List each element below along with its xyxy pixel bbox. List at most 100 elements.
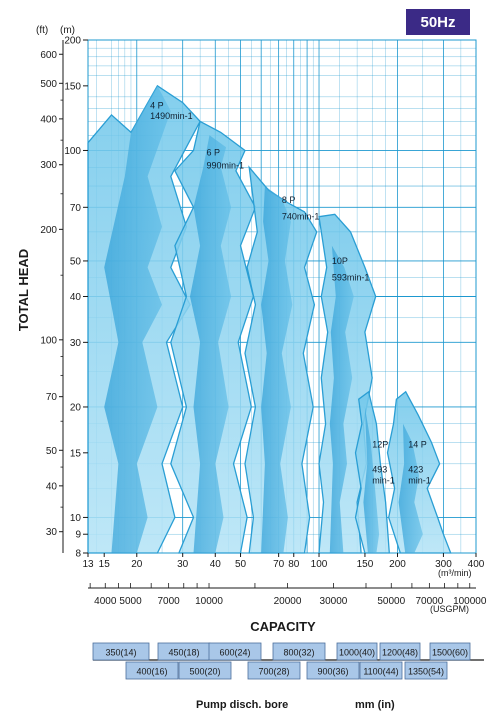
bore-box xyxy=(125,661,179,680)
x-tick-label-m3: 80 xyxy=(288,559,300,570)
y-tick-label-ft: 40 xyxy=(46,481,58,492)
x-tick-label-m3: 40 xyxy=(210,559,222,570)
y-tick-label-m: 40 xyxy=(70,292,82,303)
x-unit-m3min: (m³/min) xyxy=(438,568,472,578)
y-tick-label-m: 200 xyxy=(64,36,81,47)
y-tick-label-ft: 70 xyxy=(46,392,58,403)
bore-box xyxy=(336,642,378,661)
bore-box xyxy=(272,642,326,661)
y-tick-label-m: 70 xyxy=(70,203,82,214)
y-tick-label-m: 20 xyxy=(70,402,82,413)
x-tick-label-m3: 200 xyxy=(389,559,406,570)
region-inner-1 xyxy=(104,85,171,554)
x-tick-label-usgpm: 50000 xyxy=(377,596,405,607)
bore-label: 1350(54) xyxy=(408,667,444,677)
bore-box xyxy=(404,661,448,680)
x-tick-label-usgpm: 10000 xyxy=(195,596,223,607)
x-tick-label-m3: 100 xyxy=(311,559,328,570)
y-tick-label-ft: 100 xyxy=(40,335,57,346)
region-inner-6 xyxy=(398,423,423,553)
bore-box xyxy=(306,661,360,680)
x-tick-label-usgpm: 70000 xyxy=(415,596,443,607)
bore-box xyxy=(208,642,262,661)
series-speed-label: 990min-1 xyxy=(206,160,244,170)
y-tick-label-ft: 200 xyxy=(40,225,57,236)
y-tick-label-m: 9 xyxy=(75,530,81,541)
bore-label: 900(36) xyxy=(317,667,348,677)
series-speed-label: 423 xyxy=(408,465,423,475)
bore-label: 1100(44) xyxy=(363,667,398,677)
region-inner-2 xyxy=(190,135,232,554)
x-tick-label-usgpm: 5000 xyxy=(119,596,142,607)
series-name-label: 10P xyxy=(332,256,348,266)
x-tick-label-m3: 20 xyxy=(131,559,143,570)
series-name-label: 12P xyxy=(372,440,388,450)
x-axis-title: CAPACITY xyxy=(250,619,316,634)
y-tick-label-m: 10 xyxy=(70,513,82,524)
y-tick-label-ft: 300 xyxy=(40,160,57,171)
series-speed-label: min-1 xyxy=(372,476,395,486)
x-tick-label-usgpm: 30000 xyxy=(320,596,348,607)
y-tick-label-m: 30 xyxy=(70,338,82,349)
bore-box xyxy=(429,642,471,661)
y-tick-label-ft: 50 xyxy=(46,446,58,457)
x-tick-label-m3: 150 xyxy=(357,559,374,570)
x-tick-label-m3: 70 xyxy=(273,559,285,570)
series-speed-label: min-1 xyxy=(408,476,431,486)
bore-box xyxy=(359,661,403,680)
bore-label: 600(24) xyxy=(219,648,250,658)
bore-caption: Pump disch. bore xyxy=(196,699,288,711)
y-tick-label-m: 100 xyxy=(64,146,81,157)
series-speed-label: 493 xyxy=(372,465,387,475)
bore-box xyxy=(379,642,421,661)
series-speed-label: 740min-1 xyxy=(282,212,320,222)
y-tick-label-ft: 600 xyxy=(40,50,57,61)
y-tick-label-ft: 500 xyxy=(40,79,57,90)
x-tick-label-m3: 300 xyxy=(435,559,452,570)
y-tick-label-ft: 400 xyxy=(40,114,57,125)
axis-layer: 200 150 100 70 50 40 30 20 15 10 9 8 600 500 400 300 200… xyxy=(40,36,487,608)
bore-box xyxy=(178,661,232,680)
series-name-label: 4 P xyxy=(150,101,164,111)
bore-label: 700(28) xyxy=(258,667,289,677)
x-tick-label-usgpm: 20000 xyxy=(274,596,302,607)
region-inner-5 xyxy=(363,407,380,553)
x-tick-label-m3: 15 xyxy=(99,559,111,570)
series-speed-label: 593min-1 xyxy=(332,273,370,283)
bore-box xyxy=(247,661,301,680)
bore-unit: mm (in) xyxy=(355,699,395,711)
series-name-label: 6 P xyxy=(206,147,220,157)
y-tick-label-m: 8 xyxy=(75,549,81,560)
bore-box xyxy=(92,642,150,661)
x-tick-label-usgpm: 100000 xyxy=(453,596,487,607)
bore-label: 1000(40) xyxy=(339,648,375,658)
frequency-badge: 50Hz xyxy=(406,9,470,35)
x-tick-label-m3: 50 xyxy=(235,559,247,570)
series-name-label: 8 P xyxy=(282,195,296,205)
bore-table: 350(14) 450(18) 600(24) 800(32) 1000(40) 1200… xyxy=(92,642,484,680)
x-tick-label-m3: 30 xyxy=(177,559,189,570)
bore-label: 350(14) xyxy=(105,648,136,658)
y-axis-title: TOTAL HEAD xyxy=(16,249,31,331)
x-tick-label-usgpm: 7000 xyxy=(158,596,181,607)
region-inner-4 xyxy=(329,245,354,553)
series-name-label: 14 P xyxy=(408,440,427,450)
bore-label: 1200(48) xyxy=(382,648,418,658)
y-unit-m: (m) xyxy=(60,25,75,36)
bore-label: 800(32) xyxy=(283,648,314,658)
region-inner-3 xyxy=(261,186,293,553)
y-unit-ft: (ft) xyxy=(36,25,48,36)
x-tick-label-usgpm: 4000 xyxy=(94,596,117,607)
series-speed-label: 1490min-1 xyxy=(150,111,193,121)
x-tick-label-m3: 400 xyxy=(468,559,485,570)
y-tick-label-m: 50 xyxy=(70,256,82,267)
y-tick-label-m: 15 xyxy=(70,448,82,459)
bore-label: 450(18) xyxy=(168,648,199,658)
bore-label: 1500(60) xyxy=(432,648,468,658)
x-tick-label-m3: 13 xyxy=(82,559,94,570)
region-layer xyxy=(87,84,452,554)
bore-label: 400(16) xyxy=(136,667,167,677)
x-unit-usgpm: (USGPM) xyxy=(430,604,469,614)
